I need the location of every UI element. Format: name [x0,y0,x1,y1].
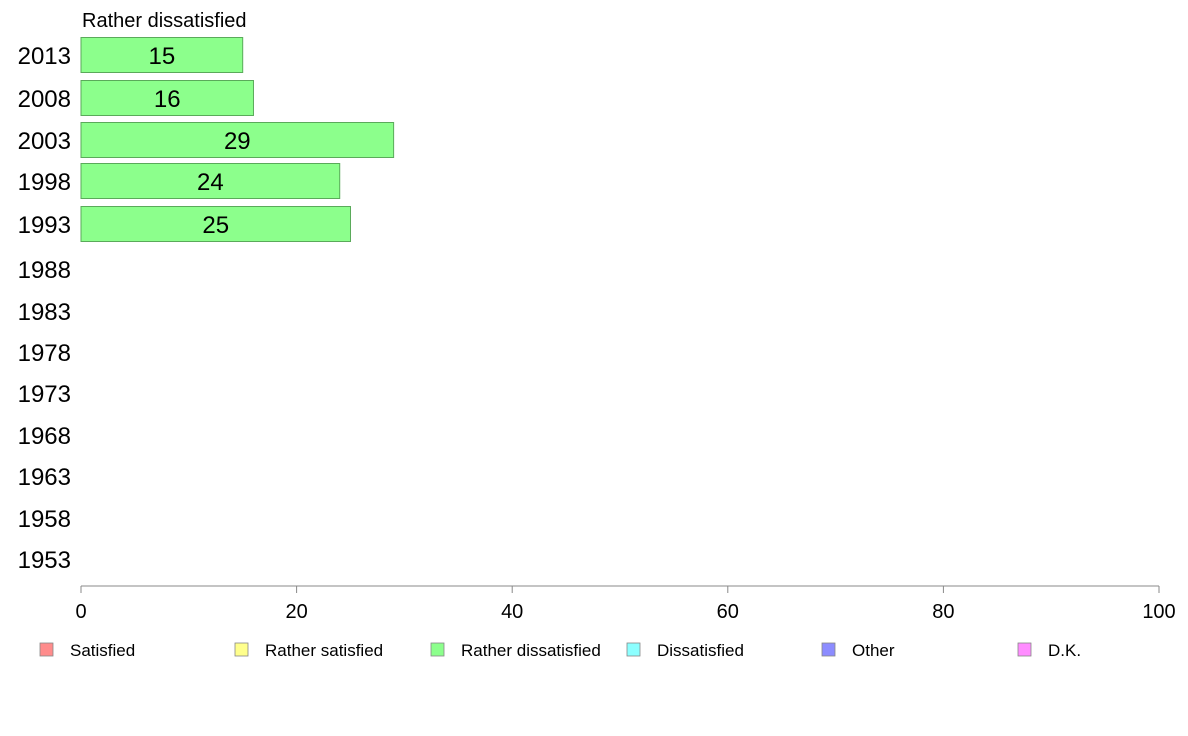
year-label: 1998 [18,169,71,196]
year-label: 1953 [18,547,71,574]
year-label: 1968 [18,423,71,450]
year-label: 1958 [18,506,71,533]
bar-value-label: 29 [224,128,251,155]
year-label: 1978 [18,340,71,367]
legend-label: D.K. [1048,641,1081,660]
bar-value-label: 15 [148,43,175,70]
bar-value-label: 25 [202,212,229,239]
chart-title: Rather dissatisfied [82,10,247,32]
year-label: 1973 [18,381,71,408]
x-tick-label: 100 [1142,601,1175,623]
legend-label: Other [852,641,895,660]
x-tick-label: 20 [285,601,307,623]
x-tick-label: 40 [501,601,523,623]
bar-value-label: 24 [197,169,224,196]
bar [80,80,254,116]
legend-swatch [1017,642,1032,657]
legend-label: Satisfied [70,641,135,660]
bar [80,206,351,242]
legend: Satisfied Rather satisfied Rather dissatis… [39,641,1081,660]
year-label: 2013 [18,43,71,70]
x-axis: 0 20 40 60 80 100 [75,585,1176,623]
legend-label: Rather satisfied [265,641,383,660]
year-label: 2008 [18,86,71,113]
x-tick-label: 60 [717,601,739,623]
bar [80,163,341,199]
legend-swatch [234,642,249,657]
bar [80,37,244,73]
bar-value-label: 16 [154,86,181,113]
year-label: 1993 [18,212,71,239]
x-tick-label: 80 [932,601,954,623]
legend-swatch [39,642,54,657]
x-tick-label: 0 [75,601,86,623]
bar [80,122,395,158]
rows: 2013 15 2008 16 2003 29 1998 24 1993 25 1988 1983 19… [18,37,395,574]
legend-label: Dissatisfied [657,641,744,660]
legend-label: Rather dissatisfied [461,641,601,660]
year-label: 1963 [18,464,71,491]
legend-swatch [821,642,836,657]
year-label: 1988 [18,257,71,284]
legend-swatch [626,642,641,657]
year-label: 1983 [18,299,71,326]
legend-swatch [430,642,445,657]
year-label: 2003 [18,128,71,155]
